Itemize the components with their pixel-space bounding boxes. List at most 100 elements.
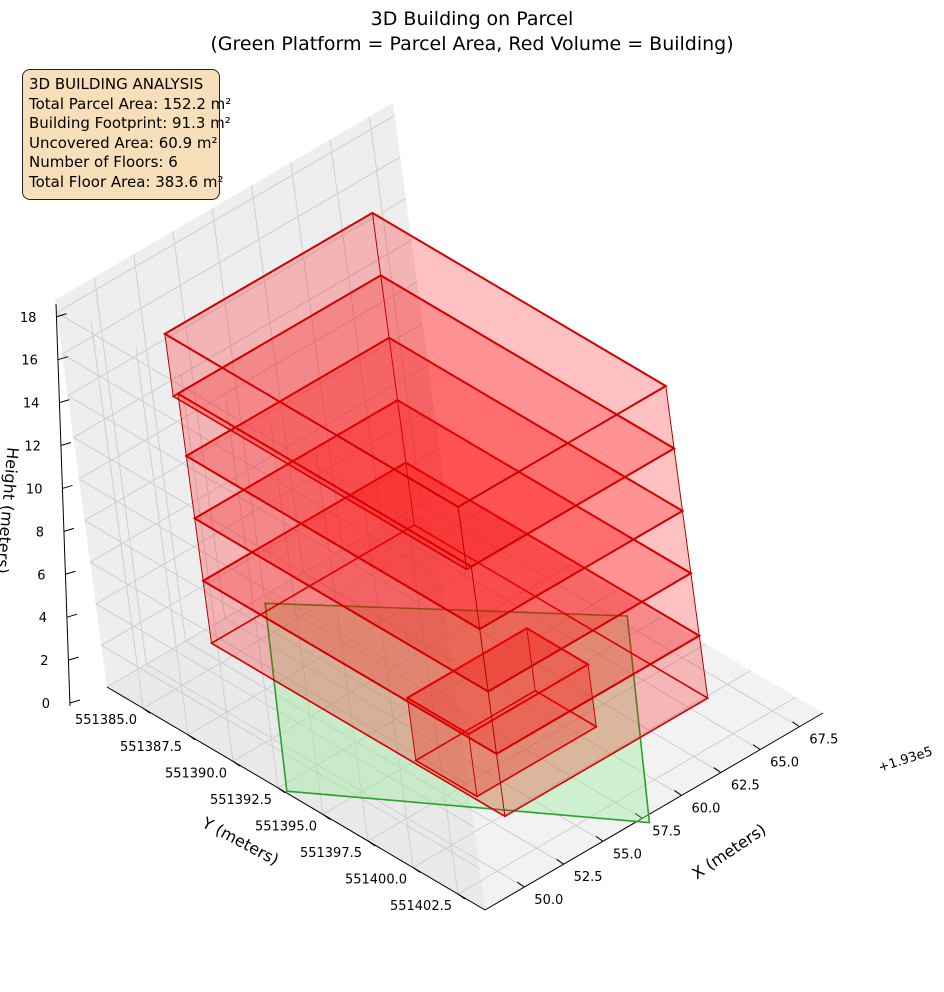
x-tick-mark [713,767,722,773]
grid-line-z [73,436,452,661]
grid-line-y [180,374,234,762]
grid-line-z [73,239,412,438]
z-axis-label: Height (meters) [0,446,22,574]
grid-line-y [360,480,414,868]
grid-line-z [89,561,469,786]
grid-line-y [457,696,797,895]
x-tick-label: 50.0 [534,893,563,908]
z-tick-mark [63,527,75,532]
grid-line-z [56,312,435,536]
floor-1 [405,627,598,798]
z-tick-mark [56,313,67,318]
grid-line-x [224,617,604,842]
info-heading: 3D BUILDING ANALYSIS [29,75,204,93]
x-tick-label: 55.0 [613,847,642,862]
z-tick-label: 8 [36,525,44,540]
grid-line-y [187,537,527,736]
grid-line-x [172,231,226,619]
x-tick-mark [792,721,800,728]
grid-line-z [84,323,423,521]
grid-line-x [146,663,525,888]
grid-line-x [342,549,722,773]
grid-line-z [78,478,458,703]
tick-marks: 50.0 52.5 55.0 57.5 60.0 62.5 65.0 67.5 551385.0… [20,311,838,914]
x-tick-label: 65.0 [770,756,799,771]
grid-line-x [263,594,643,819]
y-tick-mark [232,760,241,767]
grid-line-z [62,156,401,355]
z-tick-mark [66,613,78,618]
grid-line-x [185,640,564,865]
grid-line-x [329,139,383,527]
z-tick-label: 4 [39,611,47,626]
y-tick-label: 551387.5 [120,740,182,755]
chart-title: 3D Building on Parcel [371,8,574,30]
floor-top-edge [162,211,668,509]
x-tick-mark [595,835,604,842]
x-offset-label: +1.93e5 [877,744,935,776]
z-axis-line [55,303,71,707]
x-tick-mark [634,812,643,819]
x-tick-mark [752,744,761,751]
grid-line-y [367,643,707,842]
x-axis-label: X (meters) [688,820,769,883]
z-tick-label: 0 [42,697,50,712]
grid-line-y [315,453,369,842]
y-tick-mark [412,867,421,873]
grid-line-x [381,526,761,751]
floor-5 [175,274,685,631]
grid-line-z [95,406,435,605]
z-tick-mark [68,656,79,661]
y-tick-mark [322,814,331,820]
y-tick-label: 551402.5 [390,899,452,914]
x-tick-label: 60.0 [692,801,721,816]
y-tick-mark [187,734,196,741]
grid-line-z [56,115,395,313]
floor-bottom-edge [171,274,676,571]
z-tick-label: 2 [40,654,48,669]
grid-line-y [277,590,617,789]
chart-subtitle: (Green Platform = Parcel Area, Red Volum… [210,33,733,55]
grid-line-x [251,185,305,573]
z-tick-mark [57,356,69,361]
grid-line-z [84,520,463,744]
grid-line-z [101,644,480,869]
grid-line-x [133,254,187,642]
z-tick-mark [65,570,76,575]
z-tick-label: 16 [21,354,38,369]
grid-line-y [225,400,279,788]
z-tick-label: 6 [37,568,45,583]
floor-top-edge [405,627,590,736]
y-tick-label: 551395.0 [255,819,317,834]
grid-line-z [89,364,429,563]
z-tick-mark [69,699,81,704]
parcel-platform [264,602,651,824]
floor-bottom-edge [193,399,693,693]
x-tick-mark [517,881,525,888]
z-tick-label: 12 [24,440,41,455]
x-tick-mark [674,790,682,796]
grid-line-z [67,395,447,620]
z-tick-label: 14 [23,397,40,412]
floor-6 [162,211,676,571]
x-tick-mark [556,858,564,865]
grid-line-y [90,321,144,709]
grid-line-z [78,281,418,480]
y-axis-line [106,686,486,911]
info-floor-area: Total Floor Area: 383.6 m² [29,172,224,191]
plot-area [162,211,710,824]
y-tick-label: 551392.5 [210,793,272,808]
floor-bottom-edge [201,461,701,755]
grid-line-y [412,670,752,868]
grid-line-z [101,447,440,646]
z-tick-mark [60,442,72,446]
z-tick-mark [62,484,73,489]
y-tick-label: 551400.0 [345,873,407,888]
x-axis-line [484,712,824,911]
floor-3 [192,399,701,755]
grid-line-x [368,116,422,504]
x-tick-label: 52.5 [574,870,603,885]
grid-line-y [135,347,189,735]
grid-line-z [67,198,407,397]
